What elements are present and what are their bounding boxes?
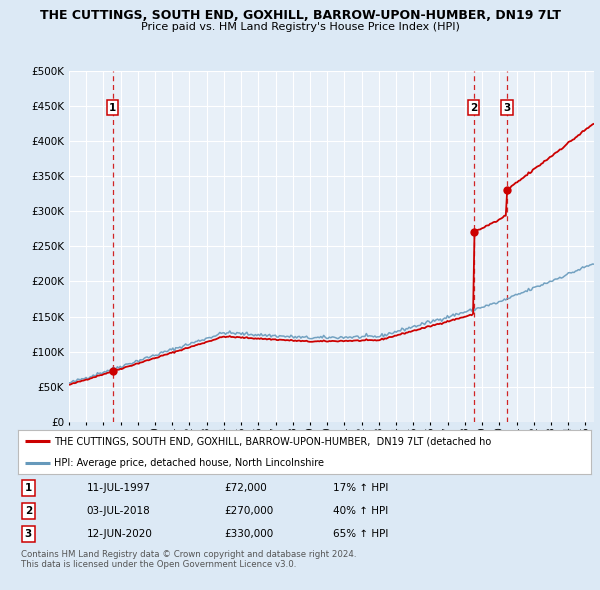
Text: 1: 1 [109,103,116,113]
Text: 11-JUL-1997: 11-JUL-1997 [87,483,151,493]
Text: 2: 2 [25,506,32,516]
Text: £270,000: £270,000 [224,506,274,516]
Text: HPI: Average price, detached house, North Lincolnshire: HPI: Average price, detached house, Nort… [54,458,324,468]
Text: 40% ↑ HPI: 40% ↑ HPI [333,506,388,516]
Text: £72,000: £72,000 [224,483,267,493]
Text: THE CUTTINGS, SOUTH END, GOXHILL, BARROW-UPON-HUMBER, DN19 7LT: THE CUTTINGS, SOUTH END, GOXHILL, BARROW… [40,9,560,22]
Text: Contains HM Land Registry data © Crown copyright and database right 2024.
This d: Contains HM Land Registry data © Crown c… [21,550,356,569]
Text: £330,000: £330,000 [224,529,274,539]
Text: 1: 1 [25,483,32,493]
Text: 3: 3 [503,103,511,113]
Text: 17% ↑ HPI: 17% ↑ HPI [333,483,389,493]
Text: 03-JUL-2018: 03-JUL-2018 [87,506,151,516]
Text: 12-JUN-2020: 12-JUN-2020 [87,529,152,539]
Text: THE CUTTINGS, SOUTH END, GOXHILL, BARROW-UPON-HUMBER,  DN19 7LT (detached ho: THE CUTTINGS, SOUTH END, GOXHILL, BARROW… [54,437,491,447]
Text: 2: 2 [470,103,477,113]
Text: 65% ↑ HPI: 65% ↑ HPI [333,529,389,539]
Text: 3: 3 [25,529,32,539]
Text: Price paid vs. HM Land Registry's House Price Index (HPI): Price paid vs. HM Land Registry's House … [140,22,460,32]
